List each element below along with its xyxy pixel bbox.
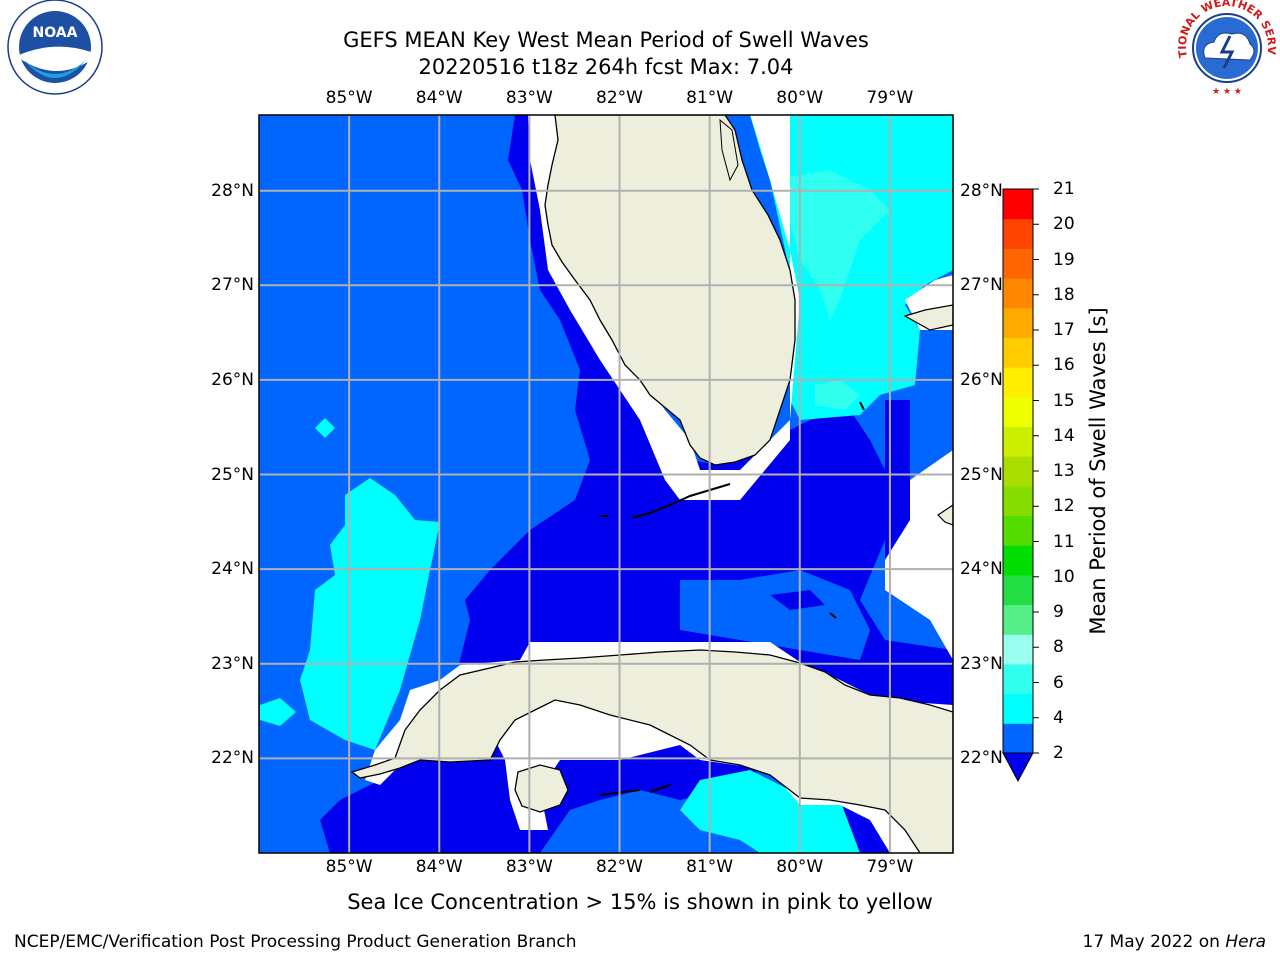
colorbar-underflow bbox=[1002, 752, 1034, 783]
sea-band-6-8-east2 bbox=[815, 380, 860, 410]
lon-label-bottom: 84°W bbox=[415, 857, 463, 877]
lon-label-top: 85°W bbox=[325, 88, 373, 108]
colorbar-tick-label: 21 bbox=[1053, 179, 1075, 199]
colorbar-segment bbox=[1003, 189, 1033, 220]
colorbar-tick-label: 14 bbox=[1053, 425, 1075, 446]
sea-band-4-6-west bbox=[300, 478, 440, 750]
sea-band-4-6-south bbox=[680, 770, 860, 853]
sea-ice-note: Sea Ice Concentration > 15% is shown in … bbox=[347, 890, 933, 914]
noaa-logo: NOAA bbox=[7, 0, 103, 95]
lon-label-top: 79°W bbox=[866, 88, 914, 108]
colorbar-tick-label: 6 bbox=[1053, 672, 1064, 693]
colorbar-segment bbox=[1003, 456, 1033, 487]
lat-label-right: 28°N bbox=[960, 180, 1003, 201]
colorbar-segment bbox=[1003, 515, 1033, 546]
lat-label-right: 27°N bbox=[960, 275, 1003, 296]
footer-date: 17 May 2022 on Hera bbox=[1083, 932, 1267, 952]
lon-label-bottom: 79°W bbox=[866, 857, 914, 877]
lon-label-bottom: 81°W bbox=[686, 857, 734, 877]
colorbar-segment bbox=[1003, 278, 1033, 309]
footer-branch: NCEP/EMC/Verification Post Processing Pr… bbox=[14, 932, 577, 952]
footer-date-text: 17 May 2022 on bbox=[1082, 932, 1226, 952]
nws-logo-stars: ★ ★ ★ bbox=[1212, 87, 1242, 97]
lon-label-bottom: 82°W bbox=[596, 857, 643, 877]
bahamas-land bbox=[903, 304, 953, 331]
lon-label-bottom: 83°W bbox=[505, 857, 553, 877]
noaa-logo-text: NOAA bbox=[33, 25, 78, 41]
lat-label-left: 22°N bbox=[211, 748, 254, 769]
lat-label-right: 23°N bbox=[960, 653, 1003, 674]
colorbar-segment bbox=[1003, 337, 1033, 368]
colorbar-segment bbox=[1003, 634, 1033, 665]
sea-pocket-2-4b bbox=[770, 590, 825, 610]
florida-land bbox=[544, 115, 796, 466]
lon-label-top: 80°W bbox=[776, 88, 824, 108]
sea-pocket-2-4 bbox=[680, 570, 870, 660]
chart-subtitle: 20220516 t18z 264h fcst Max: 7.04 bbox=[418, 55, 794, 79]
nws-logo-ring-text: NATIONAL WEATHER SERVICE bbox=[0, 0, 1278, 59]
lon-label-top: 82°W bbox=[596, 88, 643, 108]
andros-land bbox=[937, 504, 953, 526]
lat-label-right: 25°N bbox=[960, 464, 1003, 485]
colorbar-segment bbox=[1003, 485, 1033, 517]
colorbar-segment bbox=[1003, 396, 1033, 427]
lat-label-right: 22°N bbox=[960, 748, 1003, 769]
colorbar-tick-label: 2 bbox=[1053, 743, 1064, 763]
sea-east-dark bbox=[885, 400, 910, 560]
svg-text:NATIONAL WEATHER SERVICE: NATIONAL WEATHER SERVICE bbox=[0, 0, 1278, 59]
colorbar-segment bbox=[1003, 367, 1033, 398]
map-frame bbox=[258, 114, 954, 854]
lat-label-left: 23°N bbox=[211, 653, 254, 674]
colorbar-segment bbox=[1003, 604, 1033, 635]
colorbar-tick-label: 20 bbox=[1053, 214, 1075, 235]
colorbar-tick-label: 8 bbox=[1053, 637, 1064, 658]
lon-label-bottom: 85°W bbox=[325, 857, 373, 877]
colorbar-tick-label: 11 bbox=[1053, 531, 1075, 552]
nws-logo: NATIONAL WEATHER SERVICE ★ ★ ★ bbox=[0, 0, 1278, 97]
lat-label-left: 28°N bbox=[211, 180, 254, 201]
colorbar-tick-label: 16 bbox=[1053, 355, 1075, 376]
isla-juventud-land bbox=[514, 764, 569, 813]
colorbar-segment bbox=[1003, 574, 1033, 606]
colorbar-tick-label: 15 bbox=[1053, 390, 1075, 411]
colorbar-segment bbox=[1003, 426, 1033, 457]
lat-label-right: 24°N bbox=[960, 559, 1003, 580]
colorbar-segment bbox=[1003, 545, 1033, 576]
lon-label-top: 84°W bbox=[415, 88, 463, 108]
lat-label-left: 27°N bbox=[211, 275, 254, 296]
colorbar-segment bbox=[1003, 663, 1033, 695]
colorbar-label: Mean Period of Swell Waves [s] bbox=[1086, 307, 1110, 635]
colorbar-tick-label: 12 bbox=[1053, 496, 1075, 517]
colorbar-tick-label: 19 bbox=[1053, 249, 1075, 270]
colorbar-tick-label: 10 bbox=[1053, 566, 1075, 587]
lat-label-left: 24°N bbox=[211, 559, 254, 580]
sea-band-4-6-spot2 bbox=[260, 698, 296, 726]
colorbar-segment bbox=[1003, 693, 1033, 724]
florida-keys bbox=[600, 483, 731, 519]
footer-host: Hera bbox=[1225, 932, 1266, 952]
sea-band-4-6-spot bbox=[315, 418, 335, 438]
no-data-east bbox=[885, 450, 953, 660]
colorbar-tick-label: 9 bbox=[1053, 602, 1064, 622]
lon-label-top: 83°W bbox=[505, 88, 553, 108]
lat-label-left: 26°N bbox=[211, 369, 254, 390]
colorbar-tick-label: 18 bbox=[1053, 284, 1075, 305]
colorbar-segment bbox=[1003, 307, 1033, 338]
map-gridlines bbox=[259, 115, 953, 853]
chart-title: GEFS MEAN Key West Mean Period of Swell … bbox=[343, 28, 869, 52]
colorbar-segment bbox=[1003, 723, 1033, 754]
lon-label-top: 81°W bbox=[686, 88, 734, 108]
florida-lake bbox=[719, 118, 739, 182]
colorbar-tick-label: 13 bbox=[1053, 461, 1075, 481]
map-area bbox=[259, 115, 953, 853]
lat-label-left: 25°N bbox=[211, 464, 254, 485]
colorbar-tick-label: 17 bbox=[1053, 320, 1075, 340]
lat-label-right: 26°N bbox=[960, 369, 1003, 390]
colorbar-segment bbox=[1003, 218, 1033, 249]
lon-label-bottom: 80°W bbox=[776, 857, 824, 877]
colorbar bbox=[1002, 188, 1039, 783]
colorbar-segment bbox=[1003, 248, 1033, 279]
colorbar-tick-label: 4 bbox=[1053, 707, 1064, 728]
